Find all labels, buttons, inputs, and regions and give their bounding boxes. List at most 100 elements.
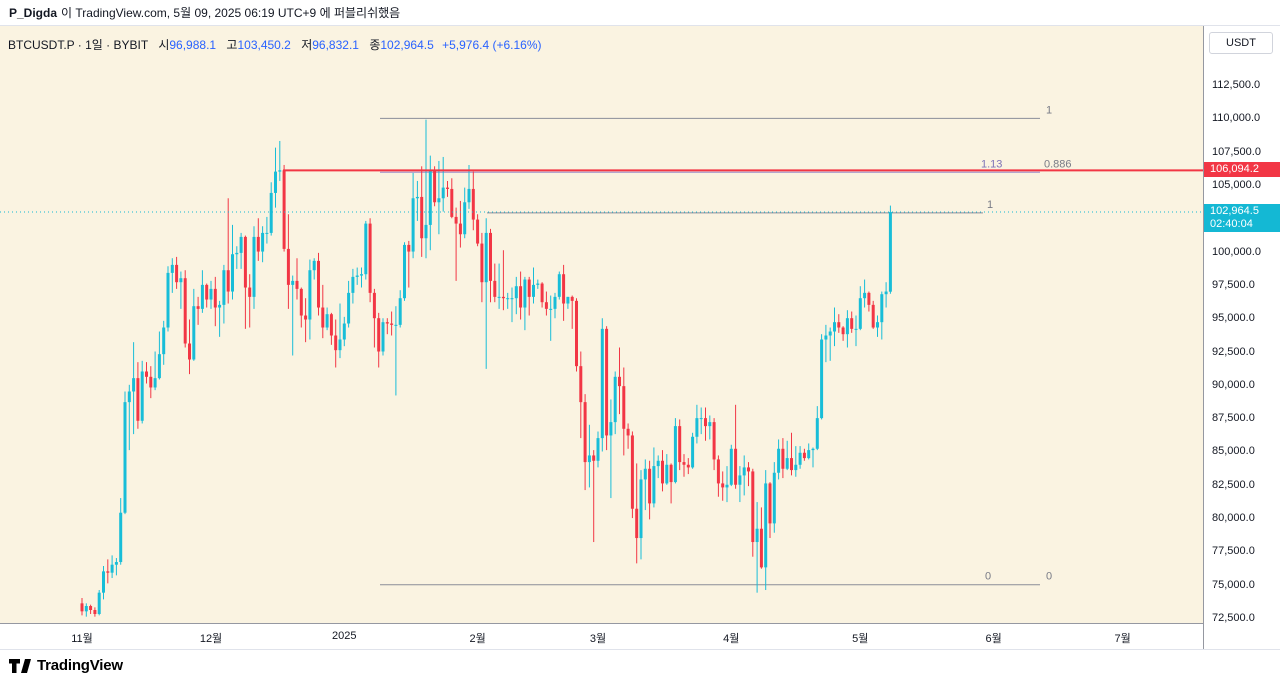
candle-body — [755, 528, 759, 543]
candle-body — [102, 571, 105, 593]
candle-body — [850, 318, 854, 329]
candle-body — [248, 287, 252, 297]
candle-body — [811, 448, 815, 451]
candle-body — [747, 467, 750, 472]
last-price-tag: 102,964.5 02:40:04 — [1204, 204, 1280, 233]
candle-body — [798, 452, 802, 465]
candle-body — [725, 484, 729, 488]
candle-body — [385, 322, 389, 324]
candle-body — [772, 472, 776, 524]
price-axis-label: 100,000.0 — [1212, 245, 1261, 258]
candle-body — [235, 252, 239, 255]
legend-open-label: 시 — [158, 38, 170, 52]
candle-body — [269, 192, 273, 233]
candle-body — [347, 292, 351, 324]
candle-body — [549, 308, 553, 310]
candle-body — [527, 279, 531, 297]
candle-body — [411, 198, 415, 252]
legend-open-value: 96,988.1 — [169, 38, 217, 52]
candle-body — [828, 331, 832, 336]
tradingview-logo[interactable]: TradingView — [9, 657, 123, 674]
price-axis-label: 72,500.0 — [1212, 612, 1255, 624]
candle-body — [630, 435, 634, 509]
candle-body — [209, 288, 213, 300]
candle-body — [317, 260, 320, 308]
candle-body — [403, 244, 406, 299]
candle-body — [858, 298, 862, 329]
price-axis-label: 75,000.0 — [1212, 578, 1255, 591]
candle-body — [639, 479, 643, 539]
candle-body — [381, 322, 385, 352]
candle-body — [463, 202, 467, 235]
candle-body — [622, 386, 626, 429]
fib-level-label: 1 — [1046, 104, 1052, 116]
candle-body — [854, 328, 858, 330]
candle-body — [295, 280, 299, 289]
candle-body — [738, 475, 742, 485]
alert-price-tag: 106,094.2 — [1204, 162, 1280, 178]
chart-pane[interactable]: 1 1.13 0.886 1 0 0 BTCUSDT.P · 1일 · BYBIT 시96… — [0, 26, 1203, 623]
candle-body — [656, 460, 660, 467]
candle-body — [802, 452, 806, 459]
candle-body — [648, 468, 652, 504]
publish-author[interactable]: P_Digda — [9, 5, 58, 20]
candle-body — [519, 286, 523, 308]
candle-body — [304, 315, 308, 320]
candle-body — [364, 223, 368, 275]
candle-body — [243, 236, 247, 288]
price-axis-label: 97,500.0 — [1212, 278, 1255, 291]
candle-body — [501, 296, 505, 299]
candle-body — [308, 270, 312, 320]
candle-body — [785, 458, 789, 469]
fib-level-label: 0 — [985, 571, 991, 583]
price-axis-label: 112,500.0 — [1212, 79, 1261, 91]
candle-body — [433, 170, 437, 203]
candle-body — [845, 318, 849, 335]
price-axis[interactable]: 72,500.0 75,000.0 77,500.0 80,000.0 82,500.0… — [1203, 26, 1280, 649]
candle-body — [89, 606, 93, 611]
alert-price-value: 106,094.2 — [1210, 163, 1259, 176]
candle-body — [157, 354, 161, 379]
currency-button[interactable]: USDT — [1209, 32, 1273, 54]
legend-title[interactable]: BTCUSDT.P · 1일 · BYBIT — [8, 38, 148, 52]
candle-body — [815, 418, 819, 449]
candle-body — [557, 274, 561, 297]
candle-body — [618, 376, 621, 387]
candle-body — [454, 216, 458, 224]
candle-body — [536, 283, 540, 285]
candle-body — [200, 284, 204, 309]
candle-body — [458, 223, 462, 235]
candle-body — [446, 187, 449, 189]
candle-body — [274, 171, 277, 193]
chart-canvas[interactable]: 1 1.13 0.886 1 0 0 — [0, 26, 1203, 623]
candle-body — [312, 260, 316, 271]
tradingview-logo-icon — [9, 659, 31, 673]
candle-body — [729, 448, 733, 485]
candle-body — [145, 371, 148, 377]
candle-body — [824, 335, 828, 340]
candle-body — [837, 322, 841, 328]
candle-body — [566, 296, 570, 304]
candle-body — [704, 418, 707, 427]
candle-body — [476, 219, 480, 244]
candle-body — [751, 471, 755, 543]
candle-body — [673, 426, 677, 483]
candle-body — [286, 248, 290, 285]
time-axis[interactable]: 11월 12월 2025 2월 3월 4월 5월 6월 7월 — [0, 623, 1203, 649]
candle-body — [888, 212, 892, 292]
candle-body — [871, 304, 875, 328]
legend-change: +5,976.4 (+6.16%) — [442, 38, 542, 52]
candle-body — [493, 280, 497, 297]
candle-body — [643, 468, 647, 480]
candle-body — [884, 291, 888, 295]
candle-body — [93, 610, 97, 615]
candle-body — [635, 508, 639, 539]
candle-body — [497, 296, 501, 298]
candle-body — [506, 298, 510, 300]
candle-body — [123, 402, 127, 513]
candle-body — [665, 464, 669, 484]
candle-body — [179, 278, 183, 283]
candle-body — [231, 254, 234, 292]
price-axis-label: 82,500.0 — [1212, 478, 1255, 491]
candle-body — [360, 274, 363, 276]
